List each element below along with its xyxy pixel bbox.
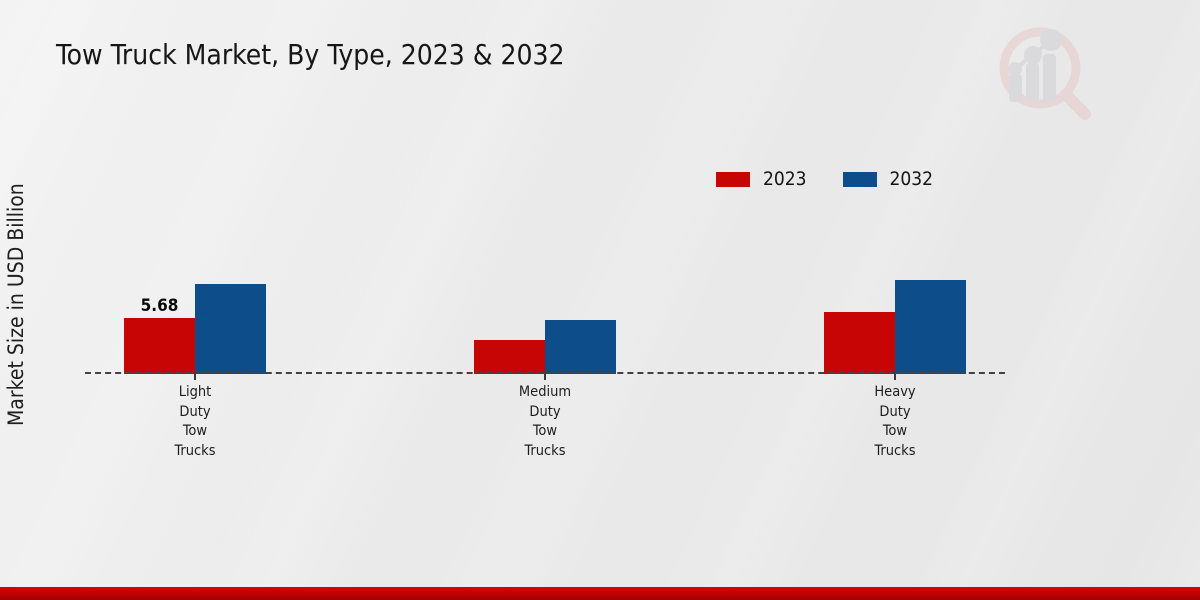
footer-accent-bar [0, 587, 1200, 600]
bar-2032-1 [545, 320, 616, 374]
legend-swatch-2023 [716, 171, 750, 187]
x-axis-baseline [85, 372, 1005, 374]
category-label: Medium Duty Tow Trucks [518, 384, 572, 459]
x-axis-tick [194, 374, 196, 380]
bar-2032-0 [195, 284, 266, 374]
legend-item-2023: 2023 [716, 168, 807, 190]
legend-item-2032: 2032 [842, 168, 934, 190]
bar-2023-0 [124, 318, 195, 374]
legend: 2023 2032 [716, 168, 933, 190]
x-axis-tick [894, 374, 896, 380]
bar-2023-2 [824, 312, 895, 374]
legend-swatch-2032 [842, 171, 877, 187]
bar-2032-2 [895, 280, 966, 374]
legend-label-2023: 2023 [763, 168, 807, 190]
legend-label-2032: 2032 [889, 168, 934, 190]
category-label: Light Duty Tow Trucks [174, 384, 216, 459]
bar-2023-1 [474, 340, 545, 374]
x-axis-tick [544, 374, 546, 380]
bar-value-label: 5.68 [140, 296, 179, 316]
chart-title: Tow Truck Market, By Type, 2023 & 2032 [56, 38, 565, 71]
magnifier-bar-chart-watermark-icon [999, 27, 1091, 120]
category-label: Heavy Duty Tow Trucks [874, 384, 916, 459]
